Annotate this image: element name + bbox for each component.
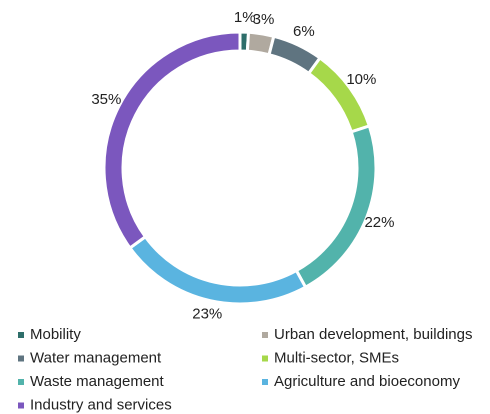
legend-marker — [18, 379, 24, 385]
donut-segment — [127, 234, 308, 306]
legend-label: Waste management — [30, 373, 165, 390]
donut-segment — [306, 55, 372, 134]
legend-label: Multi-sector, SMEs — [274, 349, 399, 366]
data-label: 35% — [91, 91, 121, 108]
legend-marker — [262, 332, 268, 338]
legend-label: Water management — [30, 349, 162, 366]
data-label: 1% — [234, 9, 256, 26]
legend-marker — [262, 355, 268, 362]
data-label: 3% — [253, 11, 275, 28]
legend-marker — [262, 379, 268, 385]
donut-segment — [294, 124, 378, 290]
legend-label: Agriculture and bioeconomy — [274, 373, 460, 390]
legend-label: Industry and services — [30, 396, 172, 413]
legend-marker — [18, 355, 24, 362]
data-label: 6% — [293, 23, 315, 40]
legend-label: Urban development, buildings — [274, 326, 472, 343]
data-label: 22% — [364, 214, 394, 231]
donut-segment — [102, 30, 242, 251]
legend-marker — [18, 402, 24, 409]
data-label: 10% — [346, 71, 376, 88]
legend-marker — [18, 332, 24, 338]
data-label: 23% — [192, 305, 222, 322]
legend-label: Mobility — [30, 326, 81, 343]
